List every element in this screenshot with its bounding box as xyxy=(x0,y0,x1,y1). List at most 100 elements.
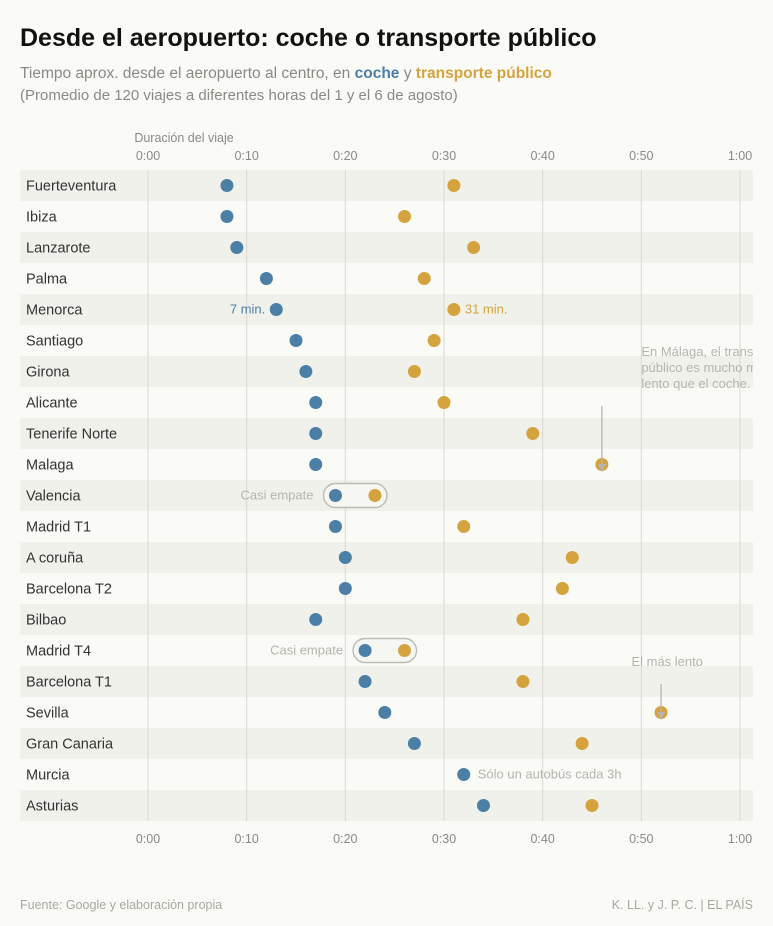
dot-plot-chart: 0:00 0:00 0:10 0:10 0:20 0:20 0:30 0:30 0:40 0:40… xyxy=(20,126,753,848)
row-annotation: Sólo un autobús cada 3h xyxy=(478,767,622,782)
subtitle-join: y xyxy=(399,65,415,82)
legend-public-label: transporte público xyxy=(416,65,552,82)
chart-annotation: El más lento xyxy=(631,654,703,669)
row-label: Malaga xyxy=(26,458,74,474)
dot-car xyxy=(329,520,342,533)
dot-car xyxy=(309,458,322,471)
dot-car xyxy=(230,241,243,254)
dot-car xyxy=(309,613,322,626)
subtitle: Tiempo aprox. desde el aeropuerto al cen… xyxy=(20,63,753,85)
dot-public xyxy=(408,365,421,378)
x-tick-bottom: 0:20 xyxy=(333,832,357,846)
dot-public xyxy=(526,427,539,440)
x-tick-top: 0:30 xyxy=(432,149,456,163)
axis-title: Duración del viaje xyxy=(134,131,233,145)
dot-car xyxy=(309,396,322,409)
value-label-public: 31 min. xyxy=(465,302,508,317)
dot-car xyxy=(290,334,303,347)
dot-car xyxy=(260,272,273,285)
dot-public xyxy=(447,303,460,316)
row-label: Lanzarote xyxy=(26,241,91,257)
dot-public xyxy=(447,179,460,192)
row-label: Fuerteventura xyxy=(26,179,117,195)
row-label: Barcelona T1 xyxy=(26,675,112,691)
row-label: Girona xyxy=(26,365,70,381)
dot-car xyxy=(359,675,372,688)
dot-public xyxy=(516,613,529,626)
dot-car xyxy=(457,768,470,781)
x-tick-bottom: 0:10 xyxy=(234,832,258,846)
row-label: Menorca xyxy=(26,303,83,319)
row-band xyxy=(20,294,753,325)
row-band xyxy=(20,604,753,635)
row-band xyxy=(20,170,753,201)
value-label-car: 7 min. xyxy=(230,302,265,317)
row-label: Murcia xyxy=(26,768,70,784)
x-tick-bottom: 0:50 xyxy=(629,832,653,846)
footer-source: Fuente: Google y elaboración propia xyxy=(20,898,222,912)
row-label: Madrid T1 xyxy=(26,520,91,536)
dot-car xyxy=(299,365,312,378)
dot-car xyxy=(339,551,352,564)
x-tick-bottom: 0:00 xyxy=(136,832,160,846)
subtitle-prefix: Tiempo aprox. desde el aeropuerto al cen… xyxy=(20,65,355,82)
row-label: Barcelona T2 xyxy=(26,582,112,598)
row-label: Ibiza xyxy=(26,210,58,226)
dot-public xyxy=(556,582,569,595)
dot-public xyxy=(516,675,529,688)
dot-car xyxy=(220,210,233,223)
dot-public xyxy=(418,272,431,285)
x-tick-top: 0:00 xyxy=(136,149,160,163)
row-band xyxy=(20,418,753,449)
dot-car xyxy=(477,799,490,812)
x-tick-top: 0:10 xyxy=(234,149,258,163)
row-band xyxy=(20,790,753,821)
x-tick-top: 0:20 xyxy=(333,149,357,163)
page-title: Desde el aeropuerto: coche o transporte … xyxy=(20,24,753,53)
dot-public xyxy=(398,644,411,657)
row-label: Asturias xyxy=(26,799,78,815)
dot-car xyxy=(378,706,391,719)
row-label: Palma xyxy=(26,272,68,288)
tie-pill-label: Casi empate xyxy=(270,643,343,658)
x-tick-bottom: 1:00 xyxy=(728,832,752,846)
dot-car xyxy=(408,737,421,750)
dot-car xyxy=(359,644,372,657)
x-tick-top: 0:50 xyxy=(629,149,653,163)
chart-annotation: En Málaga, el transporte xyxy=(641,344,753,359)
row-label: Madrid T4 xyxy=(26,644,91,660)
dot-public xyxy=(368,489,381,502)
x-tick-top: 1:00 xyxy=(728,149,752,163)
dot-public xyxy=(467,241,480,254)
row-label: Tenerife Norte xyxy=(26,427,117,443)
footer-credit: K. LL. y J. P. C. | EL PAÍS xyxy=(612,898,753,912)
row-label: Bilbao xyxy=(26,613,66,629)
x-tick-top: 0:40 xyxy=(530,149,554,163)
row-band xyxy=(20,666,753,697)
tie-pill-label: Casi empate xyxy=(240,488,313,503)
row-label: Santiago xyxy=(26,334,83,350)
dot-public xyxy=(586,799,599,812)
row-label: A coruña xyxy=(26,551,84,567)
row-label: Valencia xyxy=(26,489,81,505)
dot-car xyxy=(309,427,322,440)
x-tick-bottom: 0:40 xyxy=(530,832,554,846)
chart-annotation: público es mucho más xyxy=(641,360,753,375)
row-band xyxy=(20,728,753,759)
x-tick-bottom: 0:30 xyxy=(432,832,456,846)
dot-car xyxy=(339,582,352,595)
dot-car xyxy=(220,179,233,192)
row-label: Alicante xyxy=(26,396,78,412)
row-label: Gran Canaria xyxy=(26,737,114,753)
dot-public xyxy=(576,737,589,750)
dot-public xyxy=(457,520,470,533)
dot-public xyxy=(566,551,579,564)
legend-car-label: coche xyxy=(355,65,400,82)
row-band xyxy=(20,542,753,573)
dot-car xyxy=(329,489,342,502)
row-band xyxy=(20,232,753,263)
dot-public xyxy=(438,396,451,409)
dot-public xyxy=(398,210,411,223)
chart-annotation: lento que el coche. xyxy=(641,376,750,391)
row-label: Sevilla xyxy=(26,706,70,722)
